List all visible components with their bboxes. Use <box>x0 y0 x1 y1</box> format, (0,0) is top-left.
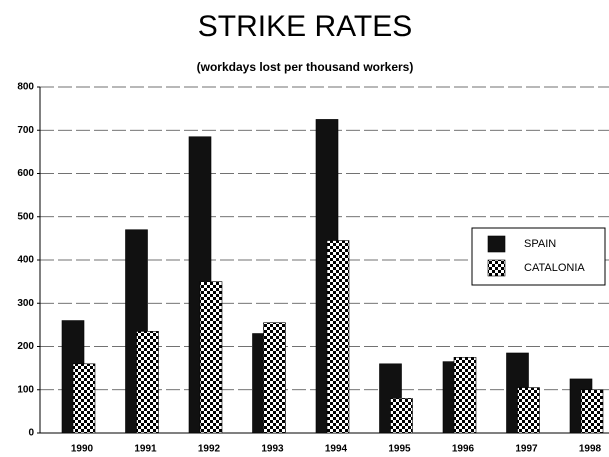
x-tick-label: 1998 <box>579 444 602 455</box>
y-tick-label: 0 <box>28 428 34 439</box>
x-tick-label: 1996 <box>452 444 475 455</box>
bar <box>580 389 604 434</box>
bar <box>326 240 350 434</box>
x-tick-label: 1994 <box>325 444 348 455</box>
y-tick-label: 400 <box>17 255 34 266</box>
chart-title: STRIKE RATES <box>198 10 412 43</box>
y-tick-label: 100 <box>17 384 34 395</box>
y-tick-label: 500 <box>17 211 34 222</box>
bar <box>453 357 477 434</box>
y-tick-label: 800 <box>17 82 34 93</box>
x-tick-label: 1995 <box>388 444 411 455</box>
bar <box>136 331 159 434</box>
legend-label: CATALONIA <box>524 262 585 274</box>
y-tick-label: 600 <box>17 168 34 179</box>
bar <box>263 322 286 434</box>
y-tick-label: 700 <box>17 125 34 136</box>
x-tick-label: 1993 <box>261 444 284 455</box>
y-tick-label: 200 <box>17 341 34 352</box>
bar <box>199 281 223 434</box>
x-tick-label: 1990 <box>71 444 94 455</box>
bar <box>517 387 540 434</box>
legend-swatch <box>487 259 506 277</box>
chart-subtitle: (workdays lost per thousand workers) <box>197 60 414 74</box>
y-tick-label: 300 <box>17 298 34 309</box>
x-tick-label: 1991 <box>134 444 157 455</box>
x-tick-label: 1992 <box>198 444 221 455</box>
legend-label: SPAIN <box>524 238 556 250</box>
bar <box>72 363 96 434</box>
legend-swatch <box>487 235 506 253</box>
x-tick-label: 1997 <box>515 444 538 455</box>
bar <box>390 398 413 434</box>
